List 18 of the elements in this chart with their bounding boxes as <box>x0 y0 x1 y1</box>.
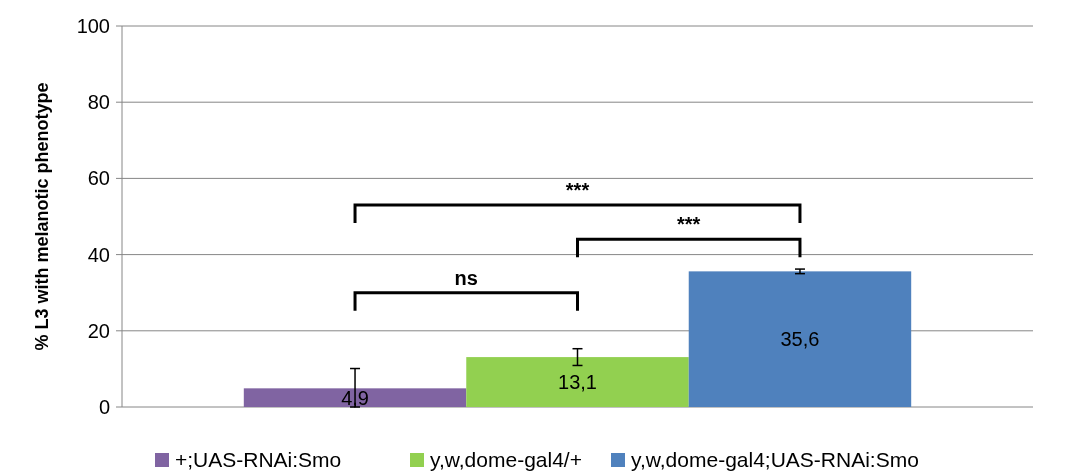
y-tick-label: 80 <box>87 91 110 114</box>
y-tick-label: 20 <box>87 319 110 342</box>
legend-label: y,w,dome-gal4/+ <box>430 448 582 471</box>
bar <box>466 357 689 407</box>
annotation: ns <box>454 266 478 289</box>
annotation: *** <box>565 179 590 202</box>
y-tick-label: 40 <box>87 243 110 266</box>
y-tick-label: 0 <box>98 396 110 418</box>
bar <box>243 388 467 407</box>
data-label: 35,6 <box>780 328 820 351</box>
y-tick-label: 100 <box>76 15 110 37</box>
data-label: 13,1 <box>558 371 597 394</box>
annotation: *** <box>677 213 701 236</box>
legend-label: y,w,dome-gal4;UAS-RNAi:Smo <box>631 448 919 471</box>
y-axis-title: % L3 with melanotic phenotype <box>32 82 52 351</box>
legend-label: +;UAS-RNAi:Smo <box>175 448 342 471</box>
bar <box>688 271 912 407</box>
y-tick-label: 60 <box>87 167 110 190</box>
